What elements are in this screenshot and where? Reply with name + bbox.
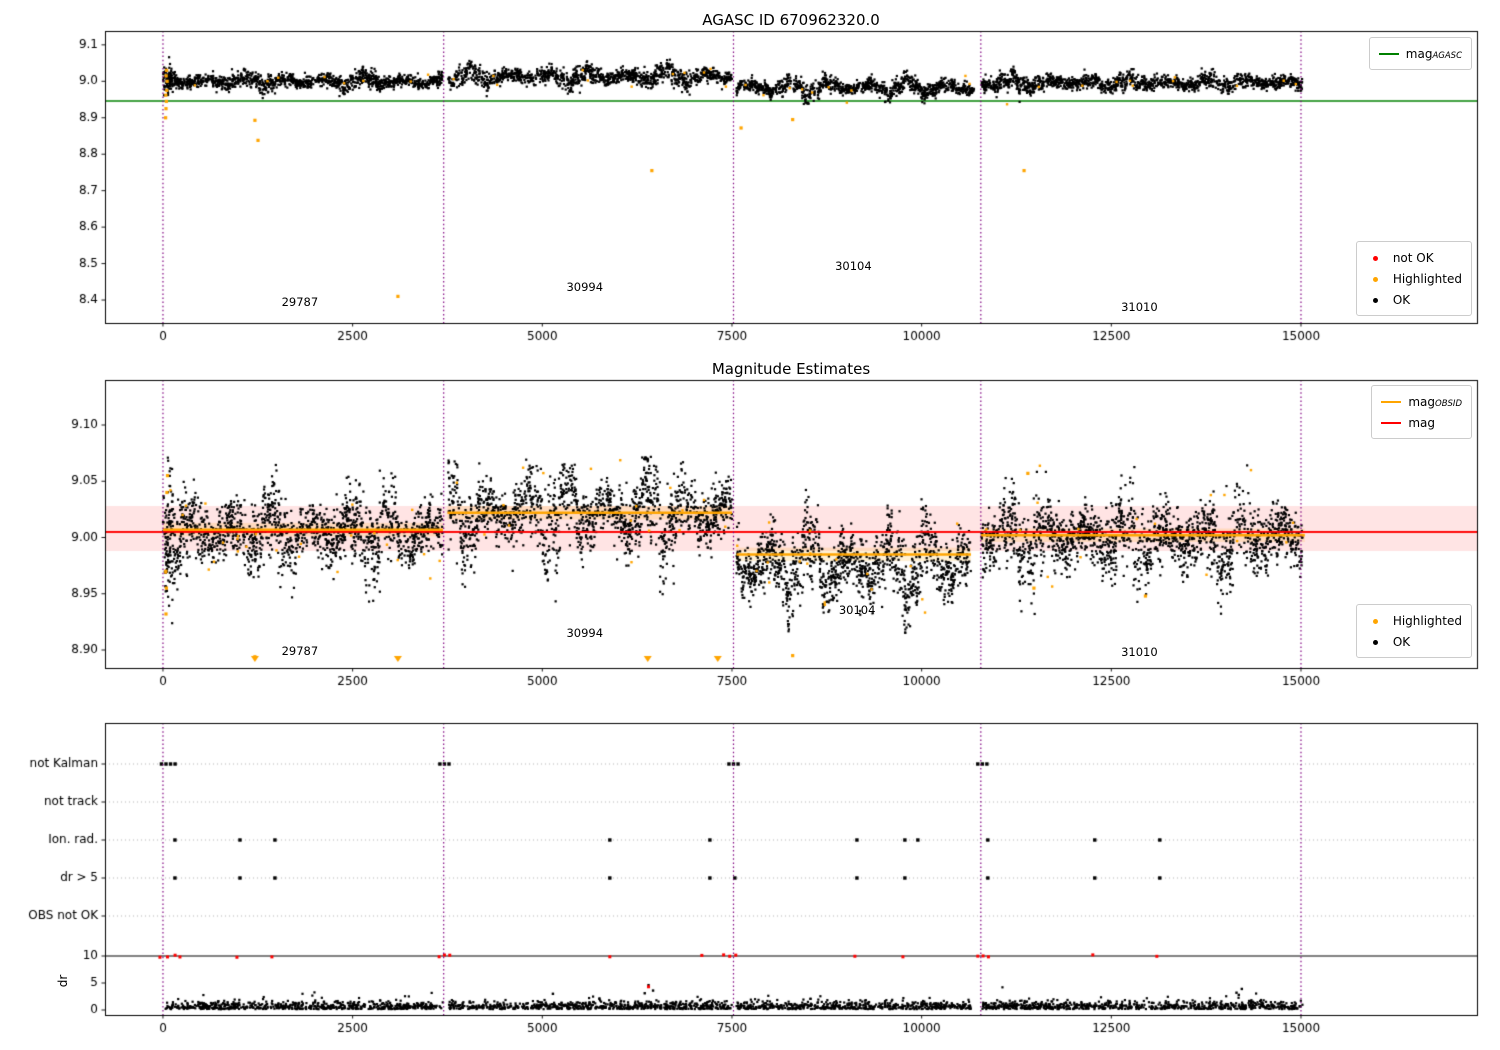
legend-dot-marker [1366, 251, 1386, 265]
legend-entry: Highlighted [1366, 268, 1462, 289]
obsid-label-29787: 29787 [281, 644, 319, 659]
legend: not OK Highlighted OK [1355, 241, 1472, 316]
obsid-label-30104: 30104 [835, 259, 872, 274]
legend-label-subscript: OBSID [1435, 398, 1462, 409]
legend-entry: not OK [1366, 247, 1462, 268]
legend-entry: Highlighted [1366, 610, 1462, 631]
legend-entry: magAGASC [1378, 43, 1462, 64]
obsid-label-31010: 31010 [1121, 645, 1158, 660]
legend-line-marker [1378, 47, 1399, 61]
obsid-label-29787: 29787 [281, 294, 319, 309]
obsid-label-30104: 30104 [838, 602, 876, 617]
legend-entry: magOBSID [1381, 391, 1462, 412]
legend-label-subscript: AGASC [1432, 50, 1462, 61]
legend-label: magAGASC [1405, 46, 1462, 61]
legend-dot-marker [1366, 272, 1386, 286]
dr-axis-label: dr [56, 974, 70, 988]
legend-dot-marker [1366, 614, 1386, 628]
legend-dot-marker [1366, 293, 1386, 307]
top-chart-title: AGASC ID 670962320.0 [702, 11, 880, 29]
obsid-label-30994: 30994 [566, 626, 604, 641]
legend-entry: mag [1381, 412, 1462, 433]
legend-line-marker [1381, 416, 1402, 430]
legend-label: OK [1392, 292, 1411, 307]
legend-dot-marker [1366, 635, 1386, 649]
obsid-label-31010: 31010 [1121, 299, 1158, 314]
obsid-label-30994: 30994 [566, 279, 604, 294]
legend-label: Highlighted [1392, 613, 1462, 628]
legend-line-marker [1381, 395, 1402, 409]
legend-label: Highlighted [1392, 271, 1462, 286]
legend-entry: OK [1366, 289, 1462, 310]
legend-label: not OK [1392, 250, 1434, 265]
legend: magAGASC [1368, 37, 1472, 70]
legend-label: magOBSID [1408, 394, 1462, 409]
legend: magOBSID mag [1371, 385, 1472, 439]
legend: Highlighted OK [1355, 604, 1472, 658]
legend-label: mag [1408, 415, 1436, 430]
legend-entry: OK [1366, 631, 1462, 652]
legend-label: OK [1392, 634, 1411, 649]
middle-chart-title: Magnitude Estimates [711, 360, 871, 378]
